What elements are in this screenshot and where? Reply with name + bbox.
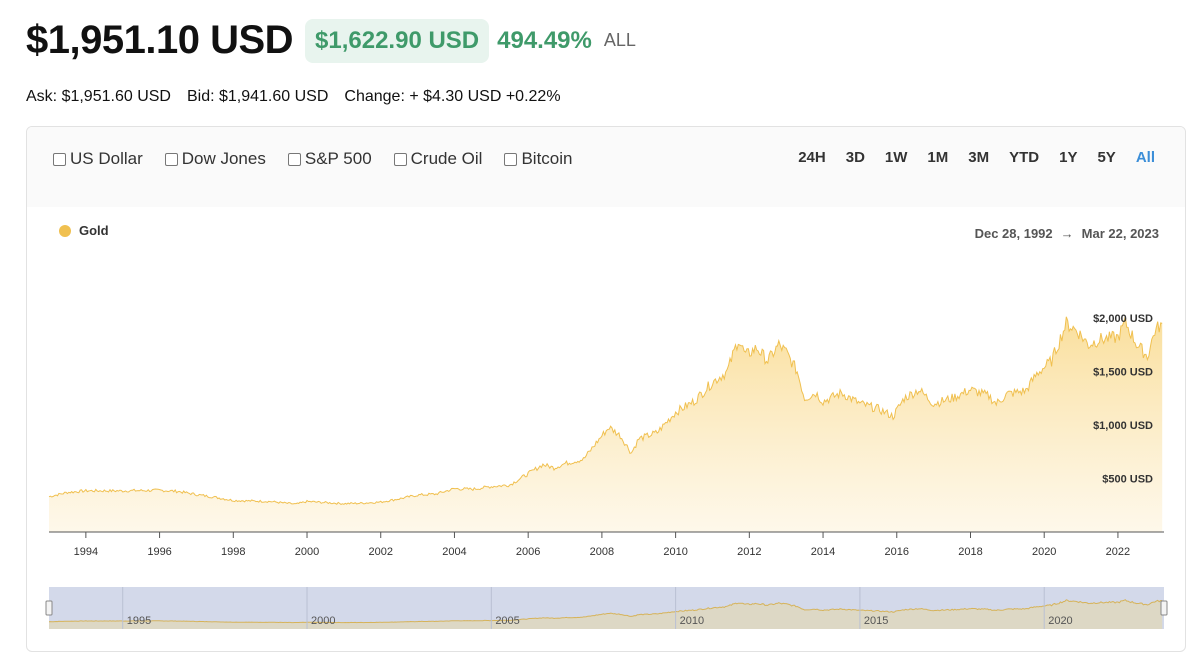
x-tick-label: 2008: [590, 546, 614, 558]
date-range-start: Dec 28, 1992: [974, 226, 1053, 241]
change-percent: 494.49%: [497, 26, 592, 54]
x-tick-label: 2022: [1106, 546, 1130, 558]
date-range: Dec 28, 1992 → Mar 22, 2023: [975, 226, 1159, 241]
checkbox-icon[interactable]: [393, 152, 407, 166]
navigator-tick-label: 2010: [680, 615, 704, 627]
range-3d[interactable]: 3D: [845, 149, 865, 166]
navigator-line: [48, 599, 1163, 624]
range-24h[interactable]: 24H: [798, 149, 826, 166]
navigator-tick-label: 2000: [311, 615, 335, 627]
range-ytd[interactable]: YTD: [1009, 149, 1040, 166]
price-header: $1,951.10 USD $1,622.90 USD 494.49% ALL: [26, 18, 636, 63]
range-navigator[interactable]: 1995 2000 2005 2010 2015 2020: [45, 587, 1168, 629]
range-1m[interactable]: 1M: [927, 149, 949, 166]
change-value-badge: $1,622.90 USD: [305, 18, 490, 63]
navigator-tick-label: 2005: [495, 615, 519, 627]
x-tick-label: 2014: [811, 546, 835, 558]
x-tick-label: 2002: [368, 546, 392, 558]
gold-line: [48, 316, 1163, 505]
date-range-end: Mar 22, 2023: [1081, 226, 1159, 241]
compare-bitcoin[interactable]: Bitcoin: [504, 149, 573, 169]
range-5y[interactable]: 5Y: [1097, 149, 1116, 166]
x-axis: 1994 1996 1998 2000 2002 2004 2006 2008 2010 2012…: [49, 531, 1164, 558]
daily-change: Change: + $4.30 USD +0.22%: [344, 88, 561, 105]
navigator-tick-label: 1995: [127, 615, 151, 627]
navigator-tick-label: 2015: [864, 615, 888, 627]
compare-us-dollar[interactable]: US Dollar: [53, 149, 143, 169]
legend-dot-icon: [59, 224, 71, 237]
x-tick-label: 2010: [663, 546, 687, 558]
navigator-handle-right[interactable]: [1160, 600, 1168, 616]
compare-crude-oil[interactable]: Crude Oil: [393, 149, 482, 169]
y-tick-label: $2,000 USD: [1093, 313, 1153, 325]
chart-toolbar: US Dollar Dow Jones S&P 500 Crude Oil Bi…: [27, 127, 1185, 207]
legend-label-gold: Gold: [79, 223, 109, 238]
x-tick-label: 2018: [958, 546, 982, 558]
compare-options: US Dollar Dow Jones S&P 500 Crude Oil Bi…: [53, 149, 573, 169]
range-selector: 24H 3D 1W 1M 3M YTD 1Y 5Y All: [788, 149, 1165, 166]
x-tick-label: 1994: [74, 546, 98, 558]
bid-price: Bid: $1,941.60 USD: [186, 88, 329, 105]
current-price: $1,951.10 USD: [26, 18, 294, 62]
navigator-tick-label: 2020: [1048, 615, 1072, 627]
compare-dow-jones[interactable]: Dow Jones: [164, 149, 266, 169]
checkbox-icon[interactable]: [504, 152, 518, 166]
x-tick-label: 2006: [516, 546, 540, 558]
x-tick-label: 2016: [885, 546, 909, 558]
x-tick-label: 1996: [147, 546, 171, 558]
range-1y[interactable]: 1Y: [1059, 149, 1078, 166]
range-all[interactable]: All: [1135, 149, 1155, 166]
quote-line: Ask: $1,951.60 USD Bid: $1,941.60 USD Ch…: [26, 88, 561, 106]
ask-price: Ask: $1,951.60 USD: [26, 88, 171, 105]
gold-area: [49, 316, 1163, 532]
x-tick-label: 2004: [442, 546, 466, 558]
arrow-right-icon: →: [1060, 226, 1074, 241]
compare-sp500[interactable]: S&P 500: [287, 149, 372, 169]
range-1w[interactable]: 1W: [884, 149, 908, 166]
period-label: ALL: [603, 30, 636, 50]
y-axis: $500 USD $1,000 USD $1,500 USD $2,000 USD: [1093, 313, 1153, 485]
price-chart[interactable]: 1994 1996 1998 2000 2002 2004 2006 2008 2010 2012…: [27, 127, 1186, 652]
range-3m[interactable]: 3M: [968, 149, 990, 166]
checkbox-icon[interactable]: [287, 152, 301, 166]
checkbox-icon[interactable]: [164, 152, 178, 166]
y-tick-label: $1,500 USD: [1093, 367, 1153, 379]
checkbox-icon[interactable]: [53, 152, 66, 166]
x-tick-label: 2020: [1032, 546, 1056, 558]
y-tick-label: $1,000 USD: [1093, 420, 1153, 432]
chart-card: US Dollar Dow Jones S&P 500 Crude Oil Bi…: [26, 126, 1186, 652]
chart-legend[interactable]: Gold: [59, 223, 109, 238]
x-tick-label: 2012: [737, 546, 761, 558]
navigator-handle-left[interactable]: [45, 600, 53, 616]
y-tick-label: $500 USD: [1102, 474, 1153, 486]
x-tick-label: 1998: [221, 546, 245, 558]
x-tick-label: 2000: [295, 546, 319, 558]
main-plot: [48, 316, 1163, 532]
